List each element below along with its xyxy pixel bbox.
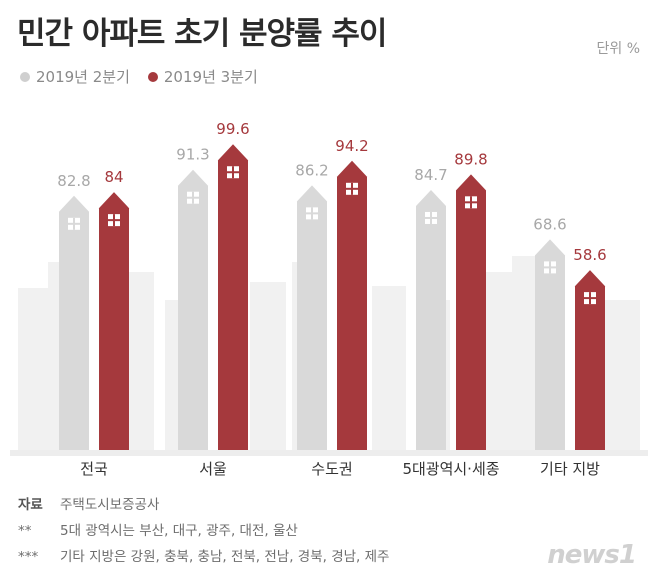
- value-label: 94.2: [335, 137, 368, 155]
- window-icon: [227, 166, 239, 179]
- window-icon: [465, 196, 477, 209]
- legend-label-q2: 2019년 2분기: [36, 68, 130, 86]
- value-label: 86.2: [295, 161, 328, 179]
- value-label: 84: [104, 168, 123, 186]
- skyline-building: [486, 272, 512, 450]
- window-icon: [68, 217, 80, 230]
- legend-dot-q3: [147, 71, 158, 82]
- category-label: 기타 지방: [540, 460, 600, 478]
- bar-q3-4: [575, 270, 605, 450]
- note-source: 자료 주택도시보증공사: [18, 492, 389, 518]
- window-icon: [187, 191, 199, 204]
- window-icon: [306, 207, 318, 220]
- note-text: 5대 광역시는 부산, 대구, 광주, 대전, 울산: [60, 523, 298, 539]
- bar-q2-4: [535, 239, 565, 450]
- window-icon: [346, 182, 358, 195]
- skyline-ground: [10, 450, 648, 456]
- note-text: 기타 지방은 강원, 충북, 충남, 전북, 전남, 경북, 경남, 제주: [60, 549, 390, 565]
- legend-item-q3: 2019년 3분기: [147, 66, 258, 87]
- legend-label-q3: 2019년 3분기: [163, 68, 258, 86]
- bar-q2-1: [178, 169, 208, 451]
- note-key: ***: [18, 549, 39, 565]
- bar-q3-0: [99, 192, 129, 450]
- value-label: 68.6: [533, 215, 566, 233]
- value-label: 89.8: [454, 150, 487, 168]
- note-text: 주택도시보증공사: [60, 497, 160, 513]
- value-label: 82.8: [57, 172, 90, 190]
- window-icon: [108, 214, 120, 227]
- bar-q2-2: [297, 185, 327, 450]
- window-icon: [425, 211, 437, 224]
- category-label: 5대광역시·세종: [402, 460, 499, 478]
- legend-dot-q2: [20, 71, 30, 82]
- value-label: 99.6: [216, 120, 249, 138]
- skyline-building: [18, 288, 48, 450]
- window-icon: [544, 261, 556, 274]
- skyline-building: [372, 286, 406, 450]
- value-label: 91.3: [176, 146, 209, 164]
- bar-q2-0: [59, 195, 89, 450]
- bar-q3-2: [337, 160, 367, 450]
- unit-label: 단위 %: [596, 41, 640, 57]
- skyline-building: [250, 282, 286, 450]
- note-other: *** 기타 지방은 강원, 충북, 충남, 전북, 전남, 경북, 경남, 제…: [18, 544, 389, 570]
- chart-title: 민간 아파트 초기 분양률 추이: [17, 16, 387, 52]
- bars-layer: 82.8 84 91.3 99.6 86.2 94.2 84.7 89.8 68.6 58.6: [57, 120, 607, 451]
- legend: 2019년 2분기 2019년 3분기: [20, 66, 258, 87]
- window-icon: [584, 292, 596, 305]
- news1-logo: news1: [547, 540, 637, 570]
- value-label: 84.7: [414, 166, 447, 184]
- bar-q3-3: [456, 174, 486, 450]
- legend-item-q2: 2019년 2분기: [20, 66, 130, 87]
- skyline-building: [604, 300, 640, 450]
- category-labels: 전국 서울 수도권 5대광역시·세종 기타 지방: [80, 460, 600, 478]
- category-label: 서울: [199, 460, 227, 478]
- bar-q2-3: [416, 189, 446, 450]
- note-key: **: [18, 523, 32, 539]
- bar-q3-1: [218, 144, 248, 450]
- bar-chart: 82.8 84 91.3 99.6 86.2 94.2 84.7 89.8 68.6 58.6 전…: [10, 120, 648, 478]
- note-key: 자료: [18, 497, 43, 513]
- category-label: 전국: [80, 460, 108, 478]
- category-label: 수도권: [311, 460, 352, 478]
- note-metro: ** 5대 광역시는 부산, 대구, 광주, 대전, 울산: [18, 518, 389, 544]
- footnotes: 자료 주택도시보증공사 ** 5대 광역시는 부산, 대구, 광주, 대전, 울…: [18, 492, 389, 570]
- value-label: 58.6: [573, 246, 606, 264]
